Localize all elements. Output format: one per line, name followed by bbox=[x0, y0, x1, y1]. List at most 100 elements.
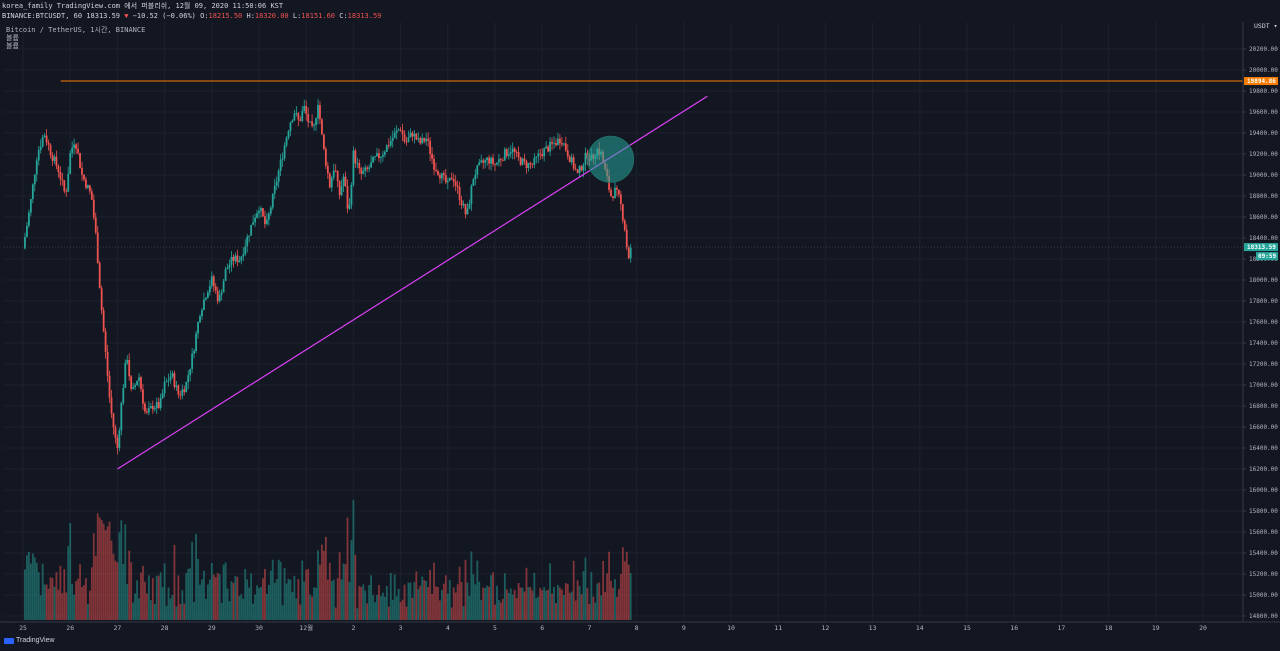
volume-bar bbox=[469, 596, 471, 620]
volume-bar bbox=[217, 573, 219, 620]
x-tick-label: 9 bbox=[682, 624, 686, 632]
candle-body bbox=[518, 152, 520, 157]
x-tick-label: 5 bbox=[493, 624, 497, 632]
volume-bar bbox=[433, 563, 435, 620]
candle-body bbox=[134, 385, 136, 387]
volume-bar bbox=[87, 604, 89, 620]
volume-bar bbox=[215, 577, 217, 620]
candle-body bbox=[435, 170, 437, 171]
candle-body bbox=[362, 171, 364, 174]
volume-bar bbox=[270, 571, 272, 620]
currency-selector[interactable]: USDT ▾ bbox=[1254, 22, 1277, 30]
volume-bar bbox=[370, 575, 372, 620]
volume-bar bbox=[392, 600, 394, 620]
volume-bar bbox=[313, 587, 315, 620]
candle-body bbox=[142, 389, 144, 403]
volume-bar bbox=[610, 581, 612, 620]
candle-body bbox=[242, 254, 244, 256]
candle-body bbox=[624, 221, 626, 230]
volume-bar bbox=[508, 593, 510, 620]
volume-bar bbox=[168, 588, 170, 620]
x-tick-label: 8 bbox=[635, 624, 639, 632]
candle-body bbox=[573, 157, 575, 168]
candle-body bbox=[382, 155, 384, 157]
candle-body bbox=[533, 158, 535, 165]
volume-bar bbox=[26, 555, 28, 620]
volume-bar bbox=[117, 562, 119, 620]
candle-body bbox=[351, 185, 353, 205]
candle-body bbox=[297, 113, 299, 119]
candle-body bbox=[524, 159, 526, 162]
volume-bar bbox=[549, 563, 551, 620]
volume-bar bbox=[472, 574, 474, 620]
volume-bar bbox=[628, 565, 630, 620]
volume-bar bbox=[618, 589, 620, 620]
candle-body bbox=[276, 182, 278, 186]
candle-body bbox=[282, 158, 284, 159]
candle-body bbox=[172, 373, 174, 377]
volume-bar bbox=[209, 580, 211, 620]
volume-bar bbox=[254, 595, 256, 620]
candle-body bbox=[65, 191, 67, 192]
tradingview-logo-icon bbox=[4, 638, 14, 644]
volume-bar bbox=[555, 603, 557, 620]
candle-body bbox=[423, 138, 425, 142]
volume-bar bbox=[111, 541, 113, 620]
volume-bar bbox=[374, 602, 376, 620]
volume-bar bbox=[83, 585, 85, 620]
candle-body bbox=[207, 292, 209, 298]
candle-body bbox=[380, 157, 382, 158]
volume-bar bbox=[364, 591, 366, 620]
volume-bar bbox=[67, 546, 69, 620]
last-price-tag-label: 18313.59 bbox=[1247, 244, 1276, 251]
volume-bar bbox=[366, 603, 368, 620]
volume-bar bbox=[604, 592, 606, 620]
candle-body bbox=[415, 134, 417, 140]
x-tick-label: 2 bbox=[351, 624, 355, 632]
volume-bar bbox=[425, 581, 427, 620]
candle-body bbox=[52, 155, 54, 161]
candle-body bbox=[347, 186, 349, 208]
volume-bar bbox=[616, 597, 618, 620]
volume-bar bbox=[229, 601, 231, 620]
candle-body bbox=[337, 171, 339, 181]
candle-body bbox=[329, 173, 331, 187]
volume-bar bbox=[189, 568, 191, 620]
volume-bar bbox=[221, 603, 223, 620]
volume-bar bbox=[530, 587, 532, 620]
volume-bar bbox=[174, 545, 176, 620]
volume-bar bbox=[130, 562, 132, 620]
volume-bar bbox=[140, 573, 142, 620]
volume-bar bbox=[118, 532, 120, 620]
volume-bar bbox=[476, 561, 478, 620]
candle-body bbox=[445, 175, 447, 182]
volume-bar bbox=[408, 583, 410, 620]
candle-body bbox=[390, 141, 392, 146]
candle-body bbox=[160, 398, 162, 408]
volume-bar bbox=[404, 585, 406, 620]
volume-bar bbox=[514, 590, 516, 620]
volume-bar bbox=[191, 542, 193, 620]
volume-bar bbox=[516, 598, 518, 620]
volume-bar bbox=[583, 571, 585, 620]
volume-bar bbox=[400, 602, 402, 620]
volume-bar bbox=[498, 600, 500, 620]
volume-bar bbox=[81, 587, 83, 620]
candle-body bbox=[229, 265, 231, 268]
candle-body bbox=[449, 178, 451, 181]
candle-body bbox=[223, 281, 225, 293]
volume-bar bbox=[349, 582, 351, 620]
volume-bar bbox=[484, 588, 486, 620]
candle-body bbox=[463, 204, 465, 205]
candle-body bbox=[526, 161, 528, 168]
volume-bar bbox=[99, 518, 101, 620]
volume-bar bbox=[107, 526, 109, 620]
volume-bar bbox=[252, 604, 254, 620]
volume-bar bbox=[624, 561, 626, 620]
candle-body bbox=[130, 376, 132, 389]
candle-body bbox=[406, 142, 408, 143]
candle-body bbox=[272, 193, 274, 207]
volume-bar bbox=[152, 578, 154, 620]
volume-bar bbox=[622, 547, 624, 620]
